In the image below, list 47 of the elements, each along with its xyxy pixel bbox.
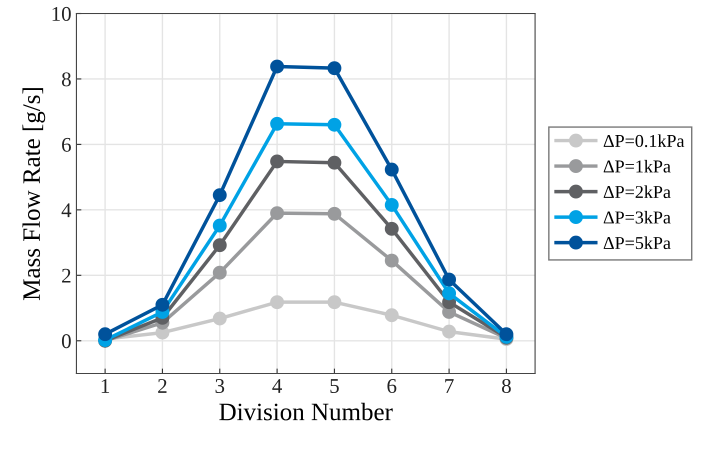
legend-label: ΔP=0.1kPa (604, 134, 684, 148)
x-tick-label: 3 (216, 379, 224, 394)
point (212, 266, 227, 280)
x-tick-label: 5 (330, 379, 339, 394)
x-tick-label: 6 (387, 379, 396, 394)
x-tick-label: 2 (158, 379, 166, 393)
y-tick-label: 8 (62, 72, 71, 86)
point (384, 222, 399, 236)
legend-label: ΔP=3kPa (604, 210, 671, 224)
point (212, 312, 227, 326)
y-tick-label: 0 (62, 334, 71, 348)
point (212, 238, 227, 252)
point (327, 206, 342, 221)
point (442, 324, 456, 339)
point (98, 327, 112, 342)
point (327, 295, 342, 310)
legend-label: ΔP=1kPa (604, 160, 671, 173)
y-tick-label: 2 (62, 268, 70, 283)
x-tick-label: 7 (445, 379, 454, 393)
point (270, 154, 284, 168)
x-tick-label: 8 (502, 378, 511, 394)
point (384, 198, 399, 212)
point (270, 116, 284, 131)
point (384, 308, 399, 322)
y-axis-title: Mass Flow Rate [g/s] (22, 88, 46, 300)
point (212, 188, 227, 202)
point (327, 156, 342, 170)
point (270, 206, 284, 220)
point (327, 118, 342, 132)
y-tick-label: 6 (62, 138, 71, 152)
x-axis-title: Division Number (219, 402, 393, 420)
y-tick-label: 10 (52, 6, 71, 21)
legend-label: ΔP=2kPa (604, 185, 671, 198)
point (442, 286, 456, 300)
point (327, 61, 342, 76)
x-tick-label: 4 (272, 379, 282, 393)
legend-label: ΔP=5kPa (604, 236, 671, 250)
y-tick-label: 4 (62, 203, 72, 218)
point (270, 60, 284, 74)
point (384, 254, 399, 268)
x-tick-label: 1 (102, 379, 110, 393)
point (212, 218, 227, 233)
point (499, 327, 514, 342)
point (384, 162, 399, 177)
point (155, 298, 170, 312)
point (270, 295, 284, 310)
point (442, 272, 456, 287)
